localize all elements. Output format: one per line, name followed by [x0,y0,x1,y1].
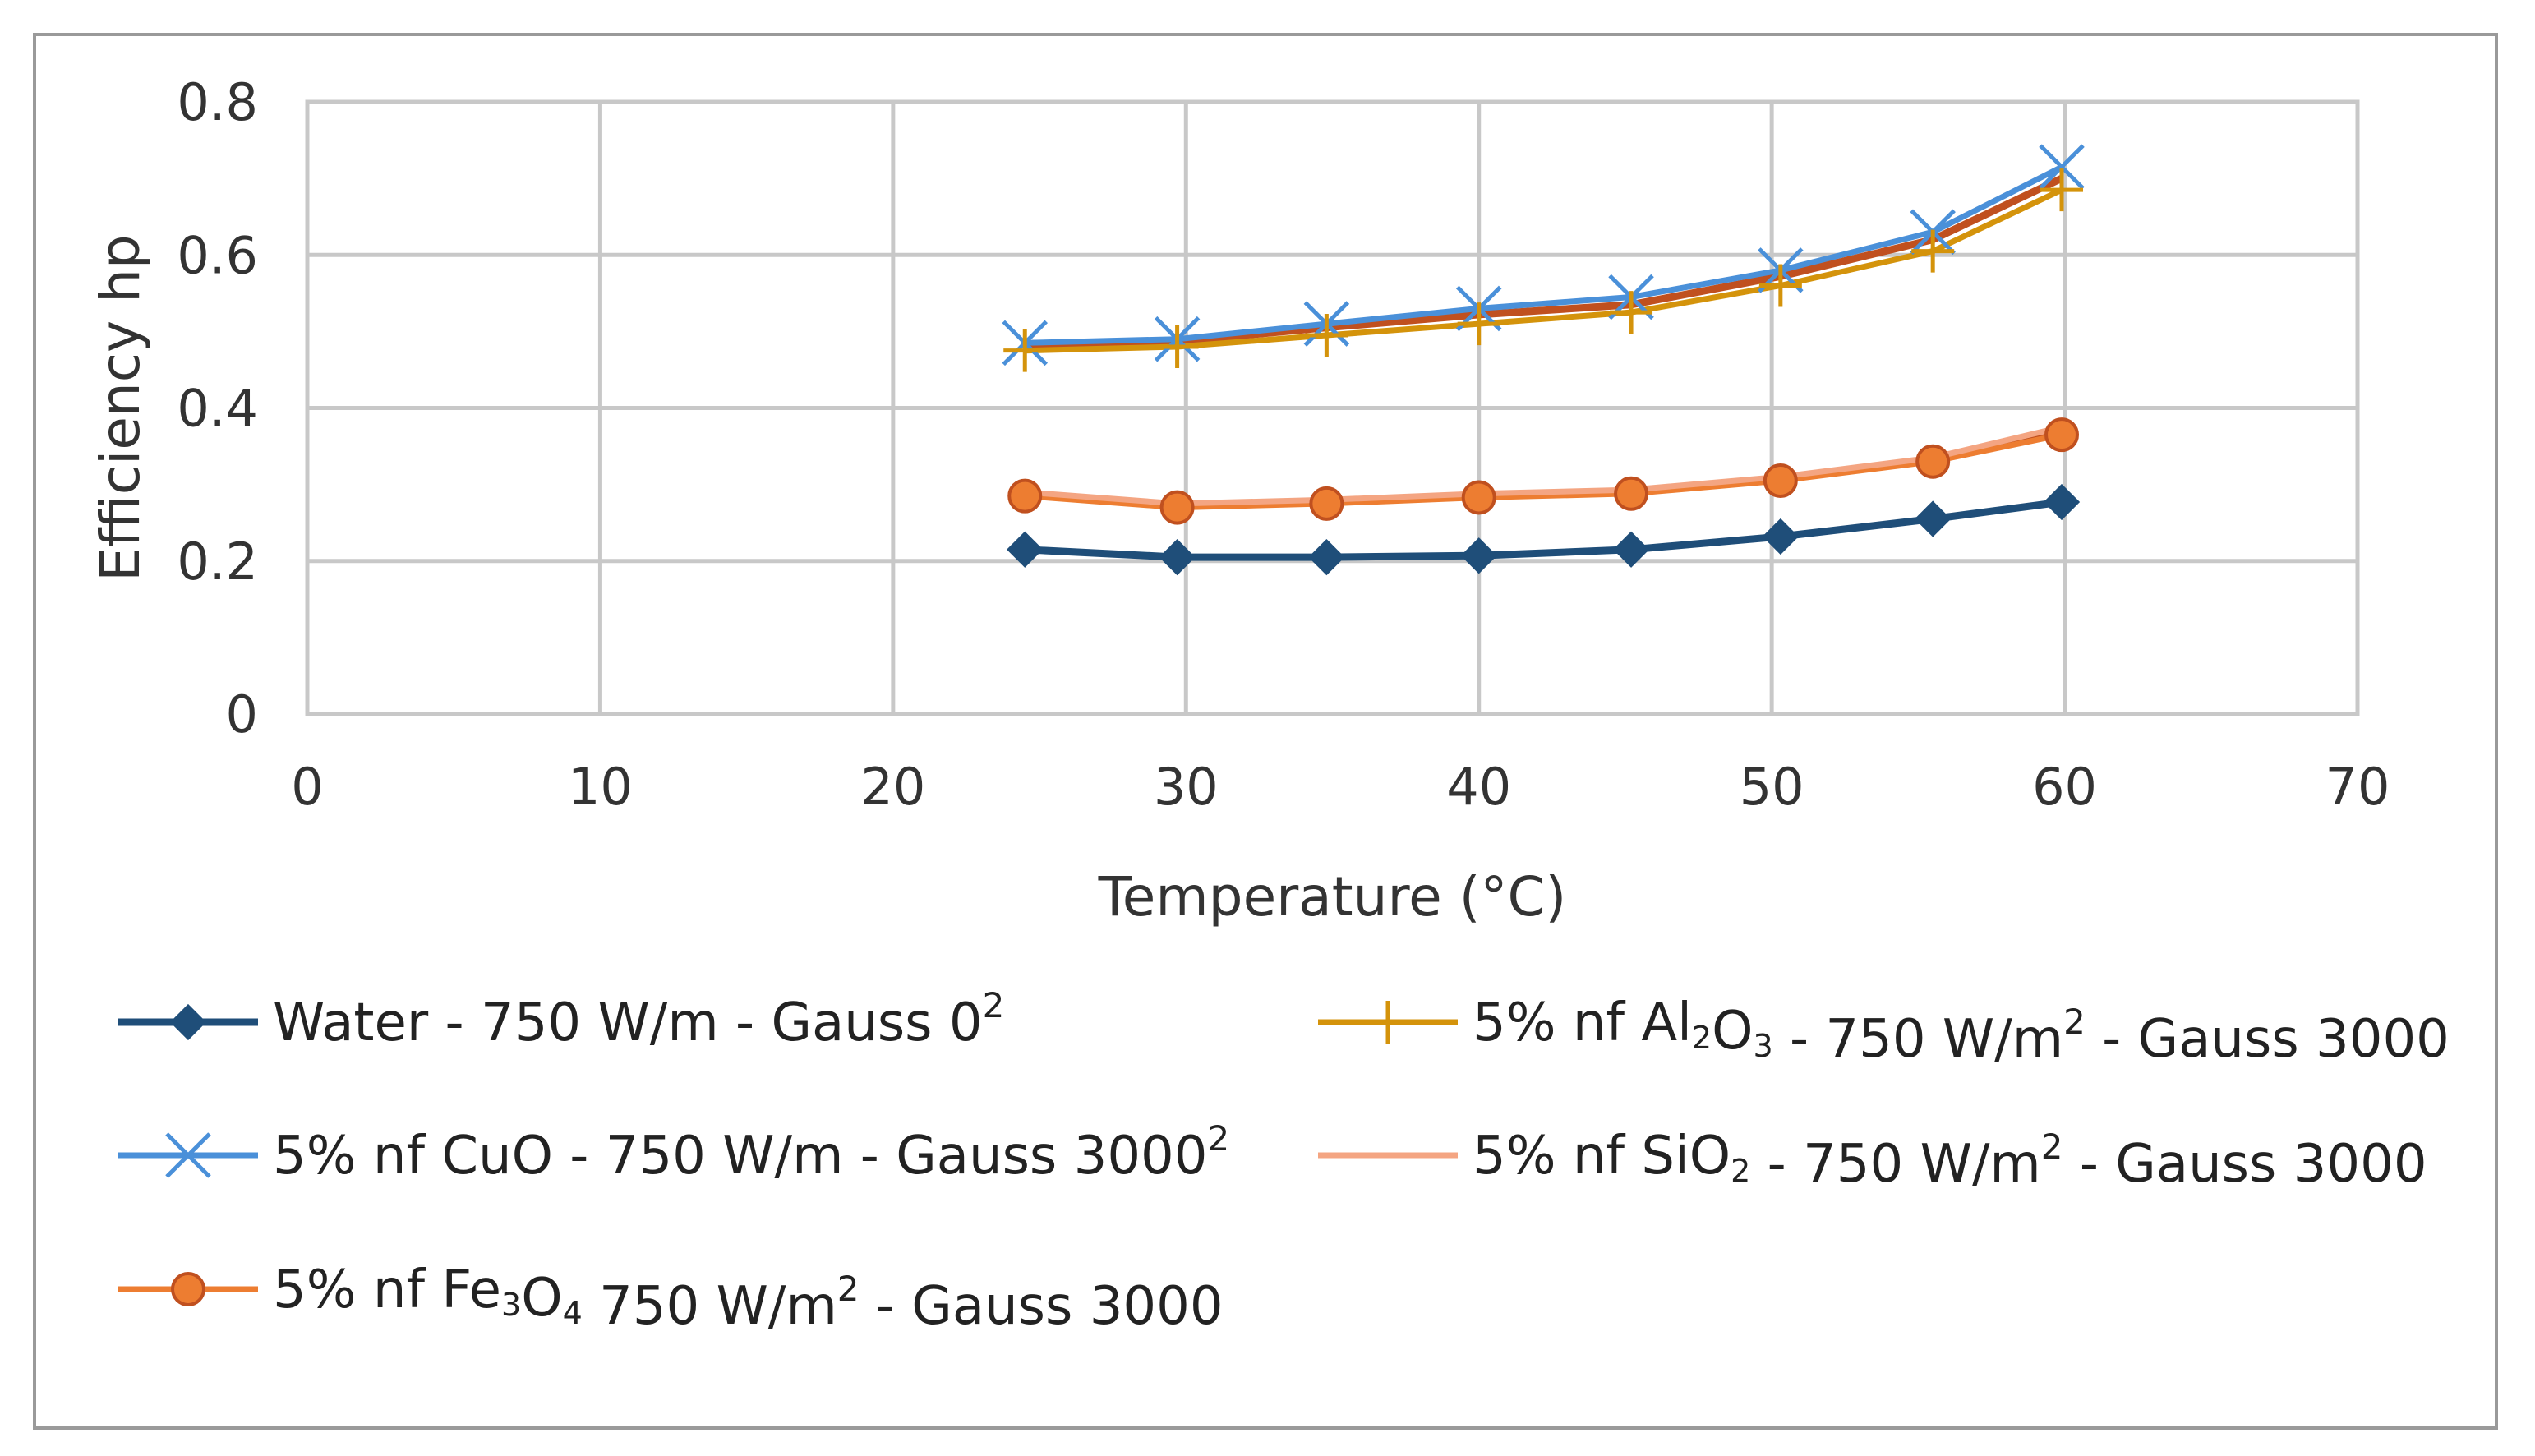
y-tick-label: 0.2 [177,532,258,592]
data-point [1007,478,1043,514]
legend-label-part: 4 [563,1295,583,1331]
data-point [1159,538,1196,576]
legend-label: 5% nf Fe3O4 750 W/m2 - Gauss 3000 [273,1260,1224,1337]
legend-label-part: 2 [2063,1002,2086,1042]
y-tick-label: 0 [226,684,258,744]
legend-label-part: 5% nf CuO - 750 W/m [273,1126,843,1186]
x-tick-label: 0 [291,757,323,817]
data-point [1915,444,1951,479]
legend-label-part: - Gauss 3000 [860,1276,1224,1337]
data-point [1461,480,1496,515]
legend-label-part: - 750 W/m [1750,1134,2040,1195]
legend-label-part: Water - 750 W/m [273,993,719,1053]
legend-item: 5% nf Fe3O4 750 W/m2 - Gauss 3000 [118,1260,1224,1337]
legend-label-part: - Gauss 3000 [2063,1134,2427,1195]
y-tick-label: 0.4 [177,379,258,439]
legend-label: 5% nf Al2O3 - 750 W/m2 - Gauss 3000 [1473,993,2450,1070]
series-line [1025,498,2063,561]
legend-label-part: 2 [1207,1118,1229,1159]
legend-label-part: O [521,1268,562,1329]
legend-label-part: 2 [1692,1020,1712,1056]
data-point [1911,229,1955,273]
data-point [1305,314,1348,357]
legend-label-part: - Gauss 0 [719,993,983,1053]
legend-label-part: 5% nf SiO [1473,1126,1731,1186]
legend-label-part: 2 [2041,1127,2063,1167]
chart-frame: 0 10 20 30 40 50 60 70 0 0.2 0.4 0.6 0.8 Efficiency … [33,33,2498,1430]
x-tick-label: 40 [1446,757,1511,817]
grid [305,99,2360,716]
legend-label-part: 2 [983,985,1005,1025]
legend-label-part: - Gauss 3000 [843,1126,1207,1186]
legend-label-part: 2 [837,1269,860,1309]
legend-label-part: - Gauss 3000 [2086,1009,2450,1070]
x-tick-label: 50 [1740,757,1804,817]
legend-marker [171,1272,205,1306]
legend-label: 5% nf SiO2 - 750 W/m2 - Gauss 3000 [1473,1126,2427,1195]
legend-marker [165,1132,211,1178]
data-point [1915,500,1952,537]
x-tick-label: 70 [2325,757,2390,817]
legend-item: 5% nf CuO - 750 W/m - Gauss 30002 [118,1118,1229,1186]
data-point [1762,518,1799,555]
legend-label-part: 750 W/m [583,1276,837,1337]
x-tick-label: 20 [860,757,925,817]
x-tick-label: 30 [1154,757,1219,817]
data-point [1763,463,1798,498]
data-point [1155,325,1199,368]
line-chart: 0 10 20 30 40 50 60 70 0 0.2 0.4 0.6 0.8 Efficiency … [89,72,2450,1337]
legend-label: 5% nf CuO - 750 W/m - Gauss 30002 [273,1118,1229,1186]
legend-label-part: 3 [501,1287,521,1323]
data-point [1460,537,1497,574]
y-axis-title: Efficiency hp [89,234,152,582]
legend-label-part: 5% nf Fe [273,1260,501,1320]
legend-item: 5% nf Al2O3 - 750 W/m2 - Gauss 3000 [1318,993,2450,1070]
legend: Water - 750 W/m - Gauss 025% nf CuO - 75… [118,985,2450,1337]
legend-label: Water - 750 W/m - Gauss 02 [273,985,1004,1053]
series [1002,144,2085,576]
data-point [1159,490,1195,525]
data-point [2040,168,2084,212]
data-point [1308,538,1345,576]
legend-marker [1367,1001,1409,1044]
legend-label-part: 5% nf Al [1473,993,1692,1053]
series-line [1025,424,2063,507]
legend-label-part: - 750 W/m [1773,1009,2063,1070]
data-point [2044,417,2080,453]
legend-label-part: 2 [1731,1153,1750,1189]
y-tick-label: 0.8 [177,72,258,132]
data-point [2043,483,2081,521]
y-tick-label: 0.6 [177,225,258,285]
data-point [1003,329,1047,372]
legend-item: 5% nf SiO2 - 750 W/m2 - Gauss 3000 [1318,1126,2427,1195]
data-point [1612,531,1650,568]
tick-labels: 0 10 20 30 40 50 60 70 0 0.2 0.4 0.6 0.8 [177,72,2390,817]
data-point [1457,302,1500,346]
data-point [1610,291,1653,334]
legend-label-part: O [1712,1001,1753,1062]
data-point [2039,144,2085,190]
data-point [1614,476,1649,511]
legend-item: Water - 750 W/m - Gauss 02 [118,985,1004,1053]
data-point [1309,486,1344,521]
series-line [1025,431,2063,511]
series-line [1025,164,2063,346]
x-tick-label: 60 [2032,757,2097,817]
legend-label-part: 3 [1753,1028,1772,1064]
series-line [1025,187,2063,354]
x-axis-title: Temperature (°C) [1098,865,1567,928]
x-tick-label: 10 [568,757,633,817]
data-point [1758,264,1802,307]
data-point [1007,531,1044,568]
legend-marker [169,1003,207,1041]
